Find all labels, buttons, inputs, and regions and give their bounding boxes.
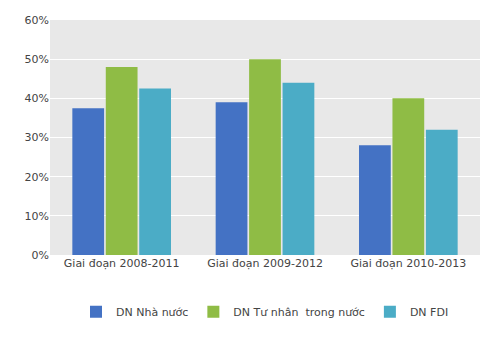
svg-text:DN FDI: DN FDI [410,306,448,319]
svg-text:20%: 20% [25,171,49,184]
svg-text:Giai đoạn 2008-2011: Giai đoạn 2008-2011 [64,257,180,270]
svg-text:0%: 0% [32,249,49,262]
svg-text:60%: 60% [25,14,49,27]
svg-text:DN Nhà nước: DN Nhà nước [116,306,188,319]
svg-text:DN Tư nhân trong nước: DN Tư nhân trong nước [233,306,365,319]
svg-text:Giai đoạn 2009-2012: Giai đoạn 2009-2012 [207,257,323,270]
svg-text:30%: 30% [25,131,49,144]
svg-text:Giai đoạn 2010-2013: Giai đoạn 2010-2013 [350,257,466,270]
svg-text:50%: 50% [25,53,49,66]
svg-text:10%: 10% [25,210,49,223]
svg-text:40%: 40% [25,92,49,105]
